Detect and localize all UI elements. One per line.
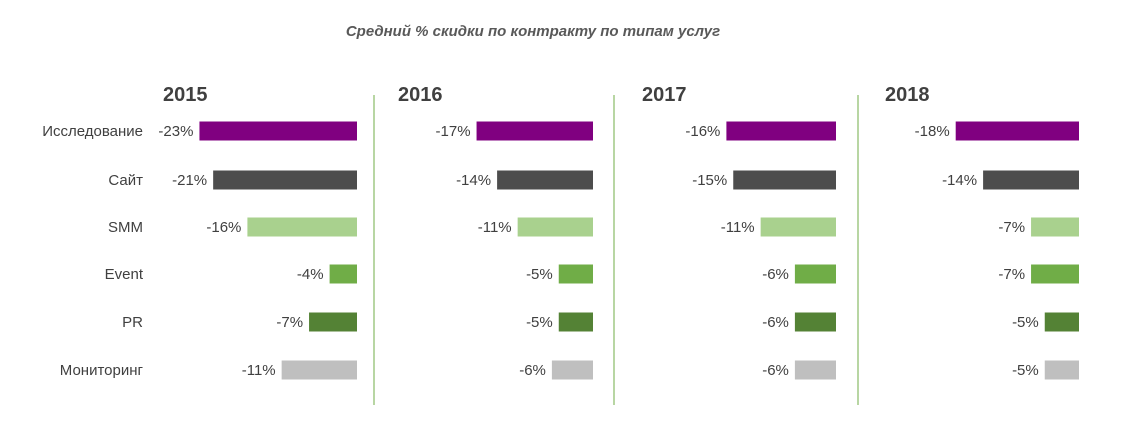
bar <box>517 217 593 237</box>
data-label: -11% <box>478 219 512 236</box>
data-label: -18% <box>915 123 950 140</box>
data-label: -5% <box>1012 362 1039 379</box>
bar <box>794 360 836 380</box>
year-label: 2015 <box>163 84 208 106</box>
category-label: Мониторинг <box>60 362 144 379</box>
bar <box>1031 217 1079 237</box>
year-label: 2018 <box>885 84 930 106</box>
year-label: 2016 <box>398 84 443 106</box>
bar <box>983 170 1079 190</box>
bar <box>309 312 357 332</box>
data-label: -7% <box>998 266 1025 283</box>
bar <box>1044 312 1079 332</box>
category-label: Event <box>105 266 144 283</box>
chart-title: Средний % скидки по контракту по типам у… <box>346 23 720 40</box>
bar <box>1044 360 1079 380</box>
category-label: Исследование <box>42 123 143 140</box>
bar <box>558 312 593 332</box>
data-label: -17% <box>436 123 471 140</box>
data-label: -11% <box>242 362 276 379</box>
bar <box>760 217 836 237</box>
data-label: -14% <box>456 172 491 189</box>
category-label: Сайт <box>108 172 143 189</box>
bar <box>281 360 357 380</box>
data-label: -6% <box>519 362 546 379</box>
data-label: -7% <box>276 314 303 331</box>
data-label: -5% <box>526 314 553 331</box>
data-label: -11% <box>721 219 755 236</box>
bar <box>794 312 836 332</box>
bar <box>1031 264 1079 284</box>
bar <box>329 264 357 284</box>
data-label: -6% <box>762 314 789 331</box>
year-label: 2017 <box>642 84 687 106</box>
bar <box>955 121 1079 141</box>
data-label: -6% <box>762 266 789 283</box>
data-label: -6% <box>762 362 789 379</box>
bar <box>551 360 593 380</box>
data-label: -16% <box>685 123 720 140</box>
category-label: PR <box>122 314 143 331</box>
category-label: SMM <box>108 219 143 236</box>
data-label: -4% <box>297 266 324 283</box>
bar <box>497 170 593 190</box>
data-label: -15% <box>692 172 727 189</box>
bar <box>733 170 836 190</box>
bar <box>726 121 836 141</box>
bar <box>199 121 357 141</box>
data-label: -23% <box>158 123 193 140</box>
data-label: -21% <box>172 172 207 189</box>
data-label: -14% <box>942 172 977 189</box>
bar <box>558 264 593 284</box>
data-label: -5% <box>526 266 553 283</box>
bar <box>476 121 593 141</box>
data-label: -5% <box>1012 314 1039 331</box>
bar <box>213 170 357 190</box>
data-label: -7% <box>998 219 1025 236</box>
bar <box>247 217 357 237</box>
data-label: -16% <box>206 219 241 236</box>
bar <box>794 264 836 284</box>
